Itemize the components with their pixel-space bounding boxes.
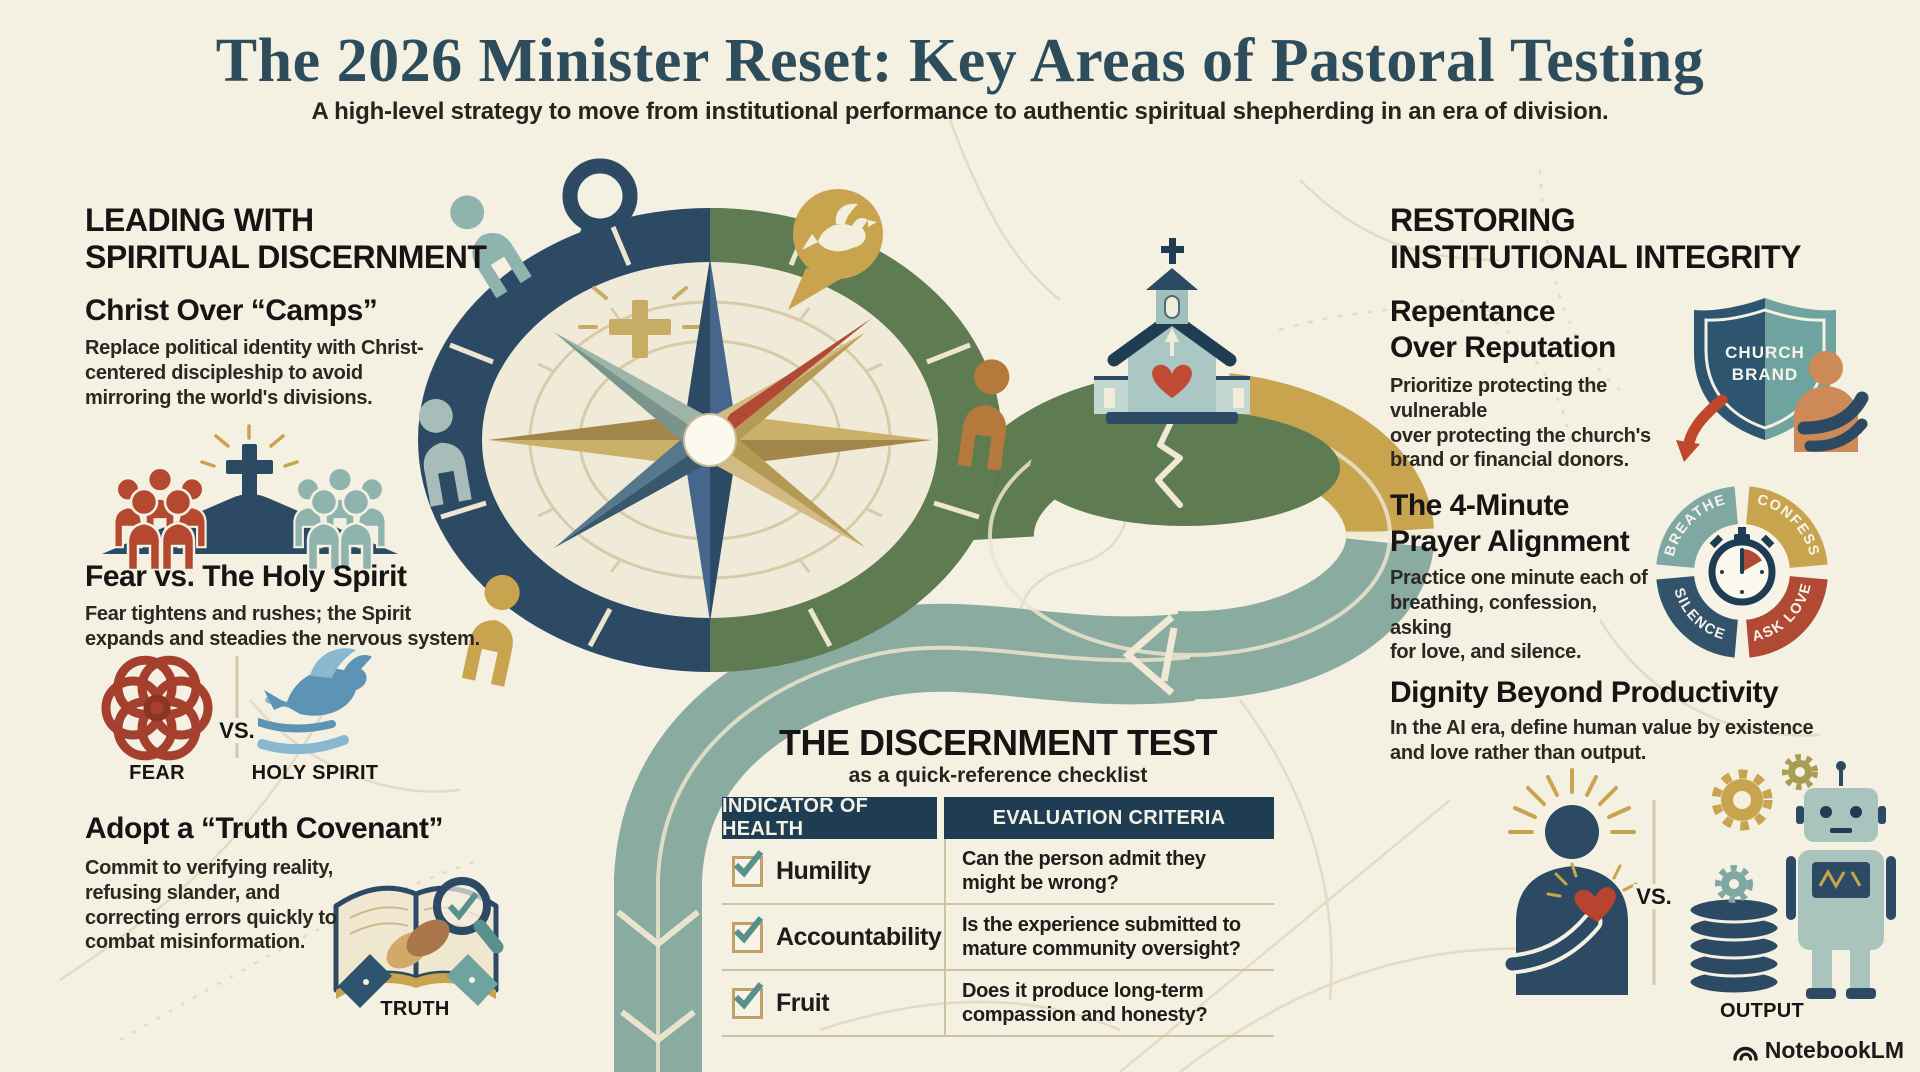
- holy-spirit-dove-icon: [254, 648, 372, 755]
- table-row: Fruit Does it produce long-term compassi…: [722, 971, 1274, 1037]
- section-body-dignity: In the AI era, define human value by exi…: [1390, 717, 1814, 764]
- indicator-label: Fruit: [776, 988, 830, 1017]
- checkbox-icon: [732, 915, 764, 953]
- heart-icon: [1574, 887, 1616, 923]
- vs-label-fear: VS.: [207, 692, 267, 744]
- cross-icon: [578, 286, 702, 358]
- section-body-truth-covenant: Commit to verifying reality, refusing sl…: [85, 857, 337, 954]
- fear-label: FEAR: [129, 762, 185, 784]
- discernment-test-subtitle: as a quick-reference checklist: [848, 764, 1148, 787]
- section-body-prayer-alignment: Practice one minute each of breathing, c…: [1390, 567, 1648, 664]
- notebooklm-attribution: NotebookLM: [1732, 1037, 1904, 1064]
- person-heart-icon: [1501, 768, 1638, 995]
- discernment-table: INDICATOR OF HEALTH EVALUATION CRITERIA …: [722, 795, 1274, 1037]
- table-header-indicator: INDICATOR OF HEALTH: [722, 795, 937, 840]
- page-subtitle: A high-level strategy to move from insti…: [311, 98, 1609, 125]
- criteria-text: Does it produce long-term compassion and…: [944, 971, 1274, 1035]
- section-title-dignity: Dignity Beyond Productivity: [1390, 676, 1779, 709]
- table-header-row: INDICATOR OF HEALTH EVALUATION CRITERIA: [722, 795, 1274, 840]
- table-row: Accountability Is the experience submitt…: [722, 905, 1274, 971]
- stopwatch-crown-icon: [562, 158, 638, 234]
- section-body-fear-vs-spirit: Fear tightens and rushes; the Spirit exp…: [85, 603, 480, 650]
- church-icon: [1030, 238, 1340, 526]
- prayer-wheel-icon: BREATHE CONFESS ASK LOVE SILENCE: [1656, 486, 1828, 658]
- gear-icon: [1711, 754, 1818, 831]
- vs-label-dignity: VS.: [1624, 858, 1684, 910]
- shield-label-line1: CHURCH: [1725, 343, 1805, 362]
- shield-label-line2: BRAND: [1732, 365, 1798, 384]
- left-column-heading: LEADING WITH SPIRITUAL DISCERNMENT: [85, 202, 487, 276]
- truth-book-icon: [333, 877, 504, 1008]
- truth-caption: TRUTH: [380, 998, 450, 1020]
- output-caption: OUTPUT: [1719, 1000, 1805, 1022]
- indicator-label: Accountability: [776, 922, 942, 951]
- section-title-repentance: Repentance Over Reputation: [1390, 295, 1616, 364]
- down-arrow-icon: [1682, 394, 1728, 454]
- compass-rose-icon: [488, 258, 932, 622]
- criteria-text: Can the person admit they might be wrong…: [944, 839, 1274, 903]
- fear-knot-icon: [101, 655, 213, 761]
- checkbox-icon: [732, 981, 764, 1019]
- compass-needle-icon: [706, 318, 872, 452]
- church-brand-shield-icon: CHURCH BRAND: [1676, 298, 1869, 462]
- section-title-prayer-alignment: The 4-Minute Prayer Alignment: [1390, 489, 1630, 558]
- page-title: The 2026 Minister Reset: Key Areas of Pa…: [215, 27, 1705, 95]
- section-title-fear-vs-spirit: Fear vs. The Holy Spirit: [85, 560, 407, 593]
- right-column-heading: RESTORING INSTITUTIONAL INTEGRITY: [1390, 202, 1802, 276]
- section-title-christ-over-camps: Christ Over “Camps”: [85, 294, 378, 327]
- section-title-truth-covenant: Adopt a “Truth Covenant”: [85, 812, 444, 845]
- section-body-christ-over-camps: Replace political identity with Christ- …: [85, 337, 424, 409]
- robot-output-icon: [1687, 754, 1896, 999]
- table-row: Humility Can the person admit they might…: [722, 839, 1274, 905]
- indicator-label: Humility: [776, 856, 871, 885]
- discernment-test-title: THE DISCERNMENT TEST: [778, 722, 1218, 763]
- table-header-criteria: EVALUATION CRITERIA: [944, 797, 1274, 839]
- criteria-text: Is the experience submitted to mature co…: [944, 905, 1274, 969]
- holy-spirit-label: HOLY SPIRIT: [251, 762, 379, 784]
- stopwatch-icon: [1708, 527, 1776, 606]
- christ-over-camps-icon: [102, 424, 398, 572]
- notebooklm-logo-icon: [1733, 1046, 1758, 1061]
- checkbox-icon: [732, 849, 764, 887]
- compass-icon: [412, 158, 1016, 687]
- section-body-repentance: Prioritize protecting the vulnerable ove…: [1390, 375, 1651, 472]
- dove-bubble-icon: [788, 189, 883, 310]
- notebooklm-label: NotebookLM: [1764, 1037, 1904, 1063]
- embrace-icon: [1794, 351, 1869, 452]
